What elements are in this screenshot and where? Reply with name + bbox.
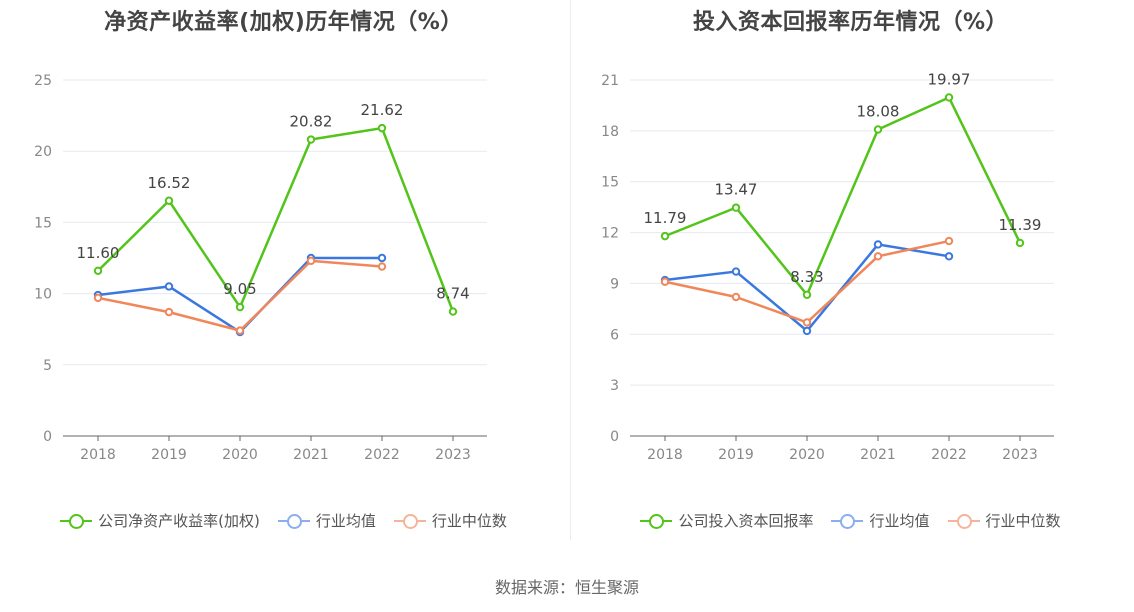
x-tick-label: 2021 (293, 447, 329, 463)
y-tick-label: 15 (34, 215, 52, 231)
data-label: 11.60 (77, 244, 120, 262)
x-tick-label: 2020 (789, 447, 825, 463)
legend-marker-icon (831, 513, 864, 529)
data-point (1015, 238, 1025, 248)
roic-chart-panel: 投入资本回报率历年情况（%） 0 3 6 9 12 15 18 21 2018 2019 2020 2… (567, 0, 1134, 545)
chart-legend: 公司净资产收益率(加权) 行业均值 行业中位数 (0, 510, 567, 531)
data-source-note: 数据来源：恒生聚源 (494, 578, 639, 597)
data-point (306, 256, 316, 266)
data-label: 18.08 (857, 103, 900, 121)
data-label: 9.05 (223, 280, 256, 298)
legend-item-company[interactable]: 公司投入资本回报率 (640, 510, 813, 531)
legend-item-industry-median[interactable]: 行业中位数 (947, 510, 1061, 531)
data-point (164, 282, 174, 291)
legend-marker-icon (60, 513, 93, 529)
data-point (377, 123, 387, 133)
legend-item-industry-median[interactable]: 行业中位数 (393, 510, 507, 531)
y-tick-label: 6 (610, 327, 619, 343)
data-label: 13.47 (715, 181, 758, 199)
data-point (873, 240, 883, 249)
data-point (235, 302, 245, 312)
roe-line-chart: 0 5 10 15 20 25 2018 2019 2020 2021 2022 2023 11.60 1… (34, 73, 487, 463)
x-tick-label: 2022 (931, 447, 967, 463)
y-tick-label: 5 (43, 358, 52, 374)
data-point (873, 252, 883, 261)
data-point (802, 318, 812, 327)
data-label: 11.39 (999, 216, 1042, 234)
data-label: 8.33 (790, 268, 823, 286)
x-tick-label: 2021 (860, 447, 896, 463)
data-point (802, 290, 812, 299)
data-label: 19.97 (928, 70, 971, 88)
y-tick-label: 20 (34, 144, 52, 160)
x-tick-label: 2019 (718, 447, 754, 463)
x-tick-label: 2018 (80, 447, 116, 463)
legend-label: 公司净资产收益率(加权) (98, 512, 260, 530)
legend-item-company[interactable]: 公司净资产收益率(加权) (60, 510, 260, 531)
data-point (306, 135, 316, 144)
panel-divider (570, 0, 571, 540)
data-point (660, 277, 670, 286)
y-tick-label: 3 (610, 378, 619, 394)
data-point (944, 236, 954, 246)
data-point (377, 253, 387, 263)
chart-title: 投入资本回报率历年情况（%） (692, 10, 1009, 35)
data-point (93, 266, 103, 276)
series-line (97, 126, 455, 312)
legend-label: 行业均值 (869, 512, 930, 530)
chart-title: 净资产收益率(加权)历年情况（%） (104, 10, 463, 35)
roe-chart-panel: 净资产收益率(加权)历年情况（%） 0 5 10 15 20 25 2018 2019 2020… (0, 0, 567, 545)
data-point (93, 293, 103, 303)
legend-item-industry-mean[interactable]: 行业均值 (831, 510, 930, 531)
legend-marker-icon (393, 513, 426, 529)
data-point (802, 326, 812, 336)
series-line (664, 243, 950, 333)
legend-label: 行业中位数 (431, 512, 507, 530)
y-tick-label: 15 (601, 175, 619, 191)
legend-label: 公司投入资本回报率 (678, 512, 814, 530)
data-label: 11.79 (644, 209, 687, 227)
data-point (377, 262, 387, 271)
legend-marker-icon (277, 513, 310, 529)
x-tick-label: 2023 (1002, 447, 1038, 463)
chart-legend: 公司投入资本回报率 行业均值 行业中位数 (567, 510, 1134, 531)
x-tick-label: 2022 (364, 447, 400, 463)
data-point (660, 231, 670, 241)
y-tick-label: 25 (34, 73, 52, 89)
data-point (873, 125, 883, 134)
data-point (731, 203, 741, 212)
data-point (448, 307, 458, 316)
x-tick-label: 2018 (647, 447, 683, 463)
data-point (164, 196, 174, 205)
data-point (235, 326, 245, 335)
data-label: 20.82 (290, 113, 333, 131)
roic-line-chart: 0 3 6 9 12 15 18 21 2018 2019 2020 2021 2022 2023 11.7… (601, 70, 1054, 463)
y-tick-label: 18 (601, 124, 619, 140)
data-point (944, 252, 954, 261)
legend-marker-icon (640, 513, 673, 529)
x-tick-label: 2019 (151, 447, 187, 463)
y-tick-label: 12 (601, 226, 619, 242)
legend-marker-icon (947, 513, 980, 529)
data-point (944, 93, 954, 102)
y-tick-label: 21 (601, 73, 619, 89)
y-tick-label: 0 (43, 429, 52, 445)
data-point (731, 292, 741, 302)
y-tick-label: 0 (610, 429, 619, 445)
data-label: 21.62 (361, 101, 404, 119)
data-label: 16.52 (148, 174, 191, 192)
x-tick-label: 2020 (222, 447, 258, 463)
data-label: 8.74 (436, 285, 469, 303)
legend-label: 行业中位数 (985, 512, 1061, 530)
legend-label: 行业均值 (315, 512, 376, 530)
x-tick-label: 2023 (435, 447, 471, 463)
y-tick-label: 9 (610, 276, 619, 292)
y-tick-label: 10 (34, 287, 52, 303)
legend-item-industry-mean[interactable]: 行业均值 (277, 510, 376, 531)
data-point (164, 307, 174, 317)
series-line (664, 96, 1022, 297)
data-point (731, 267, 741, 276)
